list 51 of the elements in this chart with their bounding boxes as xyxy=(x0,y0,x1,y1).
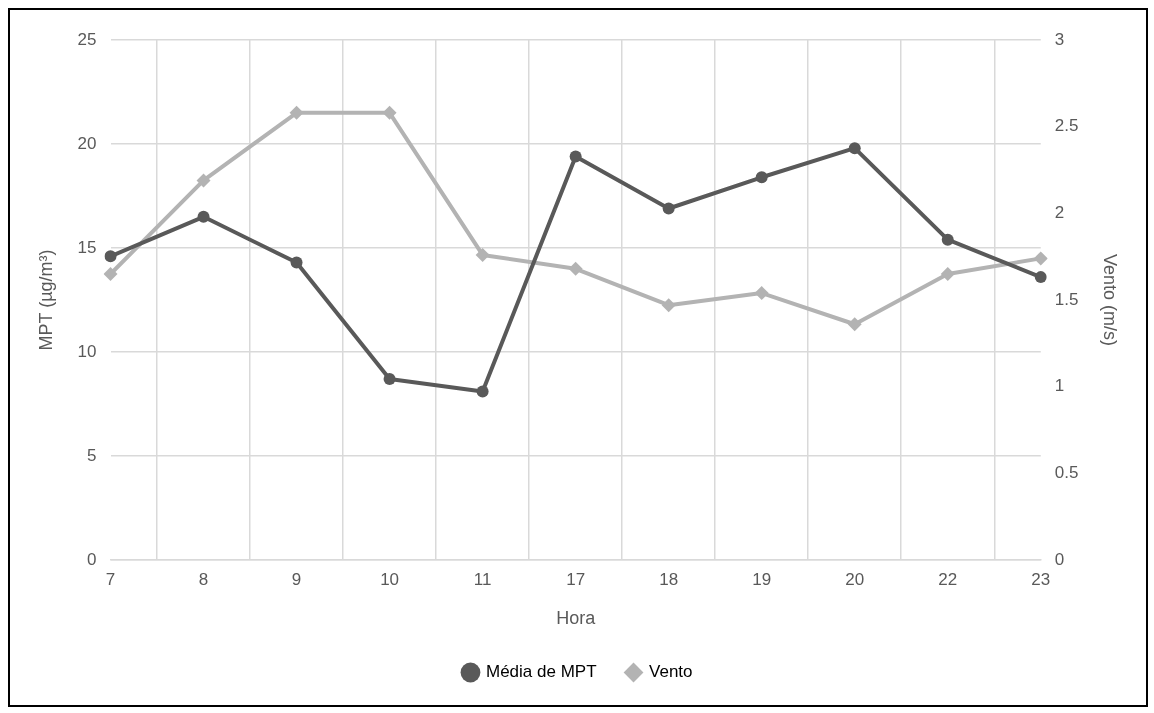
x-axis-title: Hora xyxy=(556,608,597,629)
x-tick-label: 22 xyxy=(938,569,958,589)
point xyxy=(754,286,769,301)
point xyxy=(940,267,955,281)
point xyxy=(289,105,304,120)
y-tick-label: 25 xyxy=(77,29,97,49)
x-tick-label: 19 xyxy=(752,569,772,589)
y2-axis-title: Vento (m/s) xyxy=(1100,253,1121,347)
point xyxy=(104,250,117,263)
point xyxy=(941,233,954,246)
point xyxy=(568,261,583,276)
legend-label: Média de MPT xyxy=(485,662,597,682)
y-tick-label: 20 xyxy=(77,133,97,153)
x-tick-label: 10 xyxy=(380,569,400,589)
y2-tick-label: 0 xyxy=(1054,549,1065,569)
point xyxy=(848,142,861,155)
point xyxy=(1033,251,1048,266)
y2-tick-label: 2 xyxy=(1054,203,1065,223)
x-tick-label: 7 xyxy=(105,569,116,589)
y-tick-label: 10 xyxy=(77,341,97,361)
point xyxy=(847,317,862,332)
y2-tick-label: 3 xyxy=(1054,29,1065,49)
point xyxy=(383,373,396,386)
y2-tick-label: 1.5 xyxy=(1054,289,1079,309)
x-tick-label: 17 xyxy=(566,569,586,589)
y2-tick-label: 2.5 xyxy=(1054,116,1079,136)
point xyxy=(569,150,582,163)
point xyxy=(382,105,397,120)
y-tick-label: 5 xyxy=(87,445,97,465)
legend-label: Vento xyxy=(649,662,693,682)
x-tick-label: 23 xyxy=(1031,569,1051,589)
point xyxy=(662,202,675,215)
y-axis-title: MPT (µg/m³) xyxy=(35,249,56,351)
y-tick-label: 15 xyxy=(77,237,97,257)
x-tick-label: 11 xyxy=(473,569,492,589)
x-tick-label: 20 xyxy=(845,569,865,589)
point xyxy=(197,210,210,223)
point xyxy=(1034,271,1047,284)
point xyxy=(196,173,211,188)
x-tick-label: 9 xyxy=(291,569,302,589)
point xyxy=(475,247,490,262)
y2-tick-label: 1 xyxy=(1054,376,1065,396)
point xyxy=(103,267,118,281)
y-tick-label: 0 xyxy=(87,549,97,569)
point xyxy=(755,171,768,184)
point xyxy=(661,298,676,313)
x-tick-label: 18 xyxy=(659,569,679,589)
x-tick-label: 8 xyxy=(198,569,209,589)
y2-tick-label: 0.5 xyxy=(1054,463,1079,483)
point xyxy=(290,256,303,269)
point xyxy=(476,385,489,398)
